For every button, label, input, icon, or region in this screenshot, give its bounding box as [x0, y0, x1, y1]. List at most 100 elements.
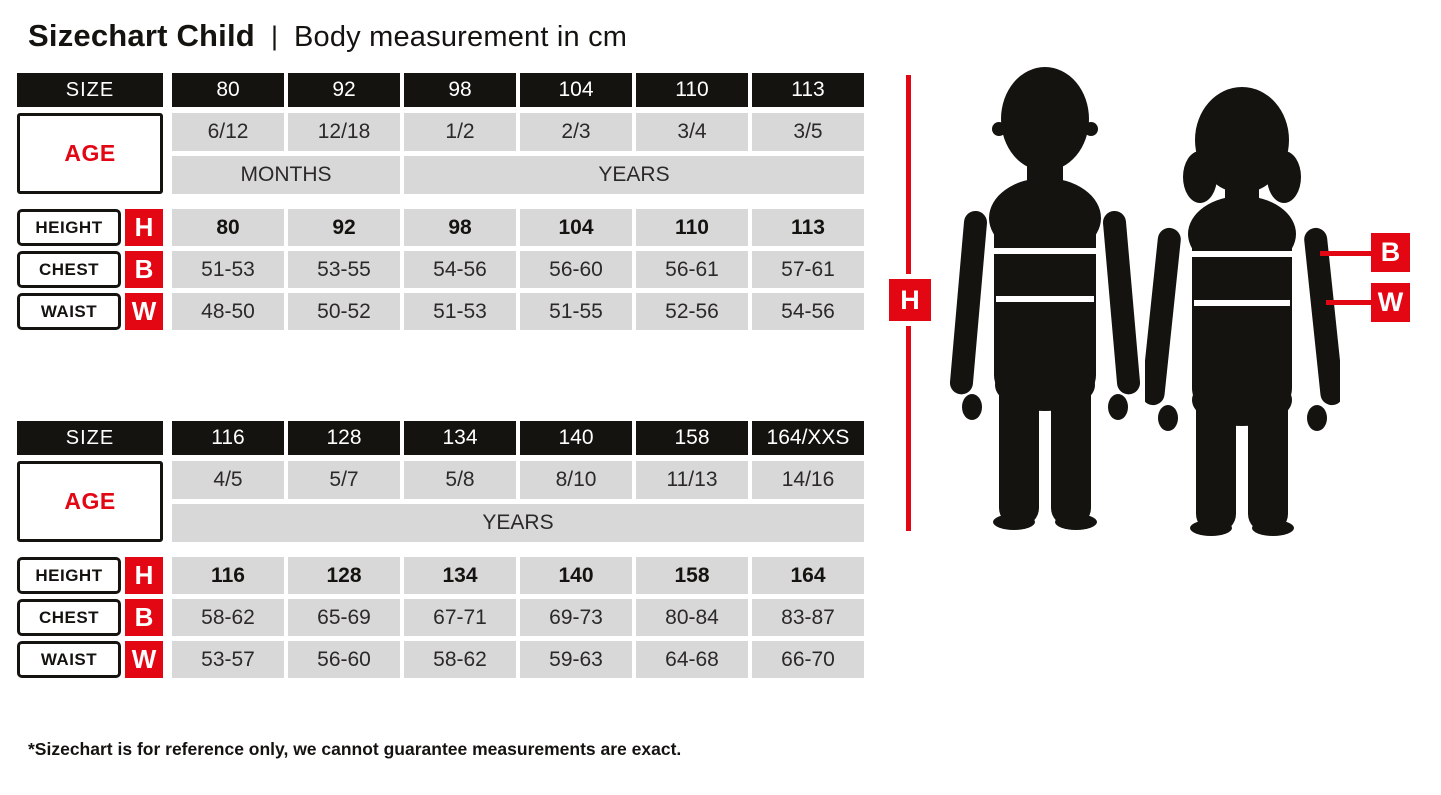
- height-label-col: HEIGHT H: [17, 209, 163, 246]
- chest-cell: 65-69: [288, 599, 400, 636]
- waist-cell: 51-53: [404, 293, 516, 330]
- chest-cell: 67-71: [404, 599, 516, 636]
- waist-indicator-icon: W: [1371, 283, 1410, 322]
- size-table-large: SIZE 116 128 134 140 158 164/XXS 4/5 5/7 5/8 8/10 1…: [17, 421, 864, 683]
- size-cell: 128: [288, 421, 400, 455]
- height-cell: 104: [520, 209, 632, 246]
- age-units-row: YEARS: [17, 504, 864, 542]
- age-row: 4/5 5/7 5/8 8/10 11/13 14/16: [17, 461, 864, 499]
- age-unit-cell: YEARS: [172, 504, 864, 542]
- chest-cell: 83-87: [752, 599, 864, 636]
- waist-cell: 56-60: [288, 641, 400, 678]
- size-table-small: SIZE 80 92 98 104 110 113 6/12 12/18 1/2 2/3 3/4 3/5…: [17, 73, 864, 335]
- height-cell: 116: [172, 557, 284, 594]
- chest-cell: 69-73: [520, 599, 632, 636]
- size-cell: 134: [404, 421, 516, 455]
- height-cell: 134: [404, 557, 516, 594]
- age-cell: 2/3: [520, 113, 632, 151]
- age-cell: 8/10: [520, 461, 632, 499]
- waist-row: WAIST W 53-57 56-60 58-62 59-63 64-68 66-70: [17, 641, 864, 678]
- girl-silhouette-icon: [1145, 87, 1340, 536]
- age-row: 6/12 12/18 1/2 2/3 3/4 3/5: [17, 113, 864, 151]
- height-indicator-icon: H: [889, 279, 931, 321]
- waist-pointer-line: [1326, 300, 1371, 305]
- height-cell: 158: [636, 557, 748, 594]
- waist-row-label: WAIST: [17, 641, 121, 678]
- chest-pointer-line: [1320, 251, 1371, 256]
- age-cell: 6/12: [172, 113, 284, 151]
- chest-cell: 51-53: [172, 251, 284, 288]
- height-cell: 92: [288, 209, 400, 246]
- age-cell: 1/2: [404, 113, 516, 151]
- size-cell: 140: [520, 421, 632, 455]
- waist-letter-icon: W: [125, 293, 163, 330]
- height-row: HEIGHT H 80 92 98 104 110 113: [17, 209, 864, 246]
- boy-silhouette-icon: [950, 67, 1140, 530]
- chest-indicator-icon: B: [1371, 233, 1410, 272]
- height-cell: 128: [288, 557, 400, 594]
- age-cell: 5/8: [404, 461, 516, 499]
- title-main: Sizechart Child: [28, 18, 255, 53]
- size-cell: 158: [636, 421, 748, 455]
- age-units-row: MONTHS YEARS: [17, 156, 864, 194]
- chest-row-label: CHEST: [17, 251, 121, 288]
- height-row-label: HEIGHT: [17, 557, 121, 594]
- size-cell: 98: [404, 73, 516, 107]
- waist-cell: 59-63: [520, 641, 632, 678]
- age-unit-cell: YEARS: [404, 156, 864, 194]
- size-row-label: SIZE: [17, 421, 163, 455]
- waist-cell: 66-70: [752, 641, 864, 678]
- size-row: SIZE 116 128 134 140 158 164/XXS: [17, 421, 864, 455]
- height-label-col: HEIGHT H: [17, 557, 163, 594]
- age-cell: 11/13: [636, 461, 748, 499]
- height-cell: 80: [172, 209, 284, 246]
- age-cell: 5/7: [288, 461, 400, 499]
- waist-cell: 48-50: [172, 293, 284, 330]
- size-cell: 80: [172, 73, 284, 107]
- waist-cell: 54-56: [752, 293, 864, 330]
- chest-cell: 57-61: [752, 251, 864, 288]
- chest-letter-icon: B: [125, 251, 163, 288]
- age-cell: 3/4: [636, 113, 748, 151]
- chest-cell: 80-84: [636, 599, 748, 636]
- age-cell: 3/5: [752, 113, 864, 151]
- age-row-label: AGE: [17, 113, 163, 194]
- waist-cell: 51-55: [520, 293, 632, 330]
- chest-cell: 56-60: [520, 251, 632, 288]
- height-letter-icon: H: [125, 209, 163, 246]
- height-cell: 110: [636, 209, 748, 246]
- title-separator: |: [270, 21, 278, 51]
- chest-row: CHEST B 58-62 65-69 67-71 69-73 80-84 83-87: [17, 599, 864, 636]
- chest-row-label: CHEST: [17, 599, 121, 636]
- waist-row: WAIST W 48-50 50-52 51-53 51-55 52-56 54-56: [17, 293, 864, 330]
- age-unit-cell: MONTHS: [172, 156, 400, 194]
- size-cell: 92: [288, 73, 400, 107]
- height-row: HEIGHT H 116 128 134 140 158 164: [17, 557, 864, 594]
- age-row-label: AGE: [17, 461, 163, 542]
- height-cell: 113: [752, 209, 864, 246]
- size-label-col: SIZE: [17, 73, 163, 107]
- chest-letter-icon: B: [125, 599, 163, 636]
- chest-cell: 54-56: [404, 251, 516, 288]
- chest-cell: 58-62: [172, 599, 284, 636]
- waist-cell: 58-62: [404, 641, 516, 678]
- size-cell: 116: [172, 421, 284, 455]
- height-cell: 140: [520, 557, 632, 594]
- chest-label-col: CHEST B: [17, 599, 163, 636]
- size-cell: 104: [520, 73, 632, 107]
- size-cell: 164/XXS: [752, 421, 864, 455]
- waist-row-label: WAIST: [17, 293, 121, 330]
- waist-label-col: WAIST W: [17, 641, 163, 678]
- height-cell: 164: [752, 557, 864, 594]
- size-row-label: SIZE: [17, 73, 163, 107]
- height-cell: 98: [404, 209, 516, 246]
- age-cell: 12/18: [288, 113, 400, 151]
- chest-label-col: CHEST B: [17, 251, 163, 288]
- waist-cell: 64-68: [636, 641, 748, 678]
- size-row: SIZE 80 92 98 104 110 113: [17, 73, 864, 107]
- size-label-col: SIZE: [17, 421, 163, 455]
- chest-row: CHEST B 51-53 53-55 54-56 56-60 56-61 57-61: [17, 251, 864, 288]
- disclaimer-text: *Sizechart is for reference only, we can…: [28, 739, 682, 759]
- age-cell: 4/5: [172, 461, 284, 499]
- age-cell: 14/16: [752, 461, 864, 499]
